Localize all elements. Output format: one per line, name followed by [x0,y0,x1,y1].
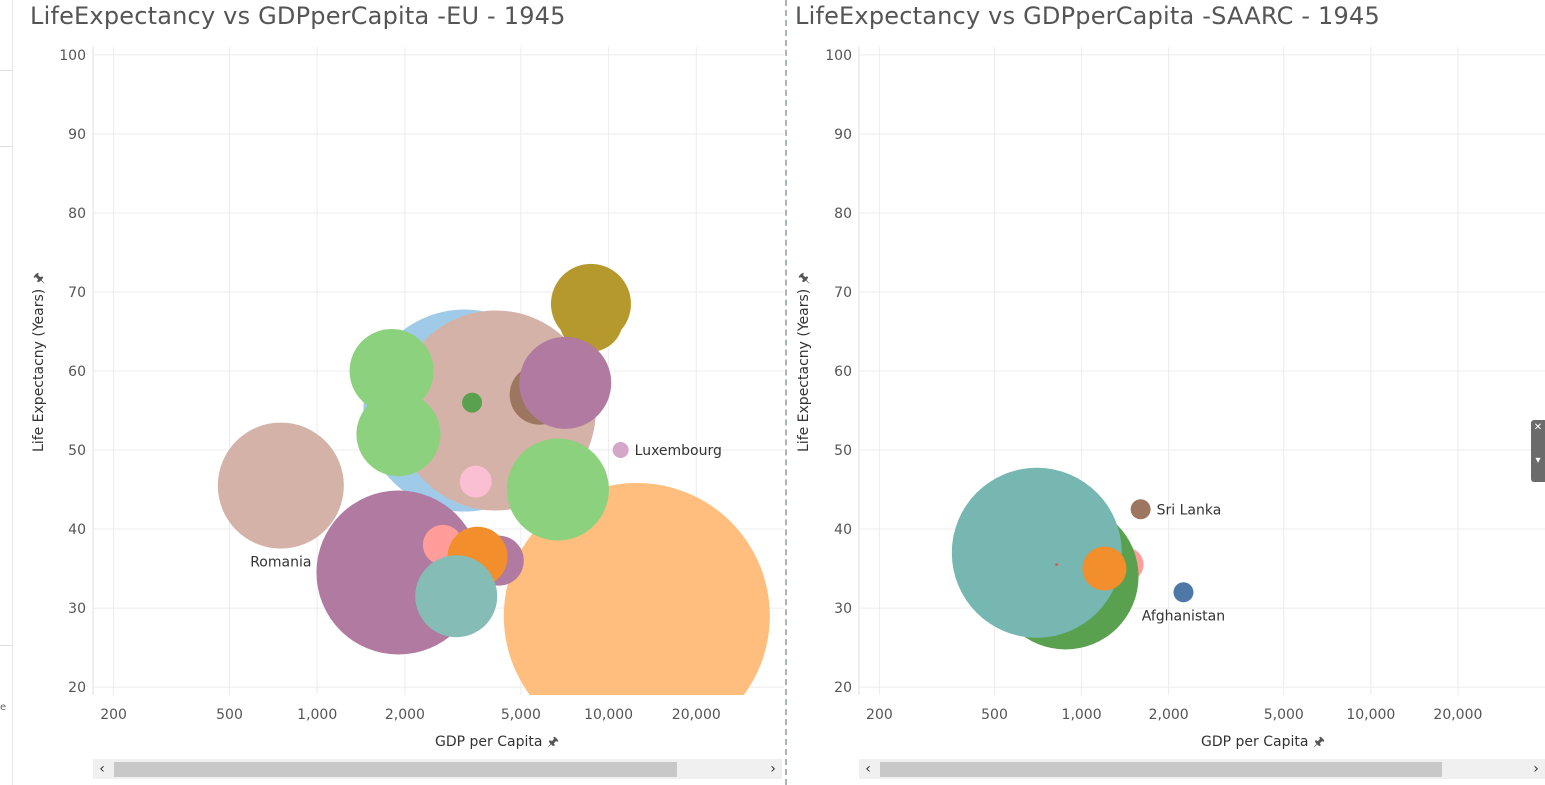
point-label: Afghanistan [1142,608,1225,624]
pin-icon[interactable]: 🖈 [797,272,812,285]
x-tick-label: 10,000 [584,707,633,723]
y-tick-label: 70 [68,285,86,301]
y-tick-label: 100 [59,48,86,64]
x-tick-label: 500 [216,707,243,723]
bubble[interactable] [1173,582,1194,603]
y-tick-label: 30 [68,601,86,617]
x-tick-label: 1,000 [1062,707,1102,723]
bubble[interactable] [415,555,498,638]
bubble[interactable] [506,438,609,541]
x-tick-label: 5,000 [1264,707,1304,723]
y-tick-label: 20 [68,680,86,696]
saarc-scroll-thumb[interactable] [880,762,1442,777]
y-tick-label: 90 [834,127,852,143]
bubble[interactable] [349,329,434,413]
point-label: Sri Lanka [1157,502,1222,518]
x-tick-label: 200 [866,707,893,723]
saarc-bubble-chart[interactable]: 20 30 40 50 60 70 80 90 100 200 500 1,000 2,000 5,000… [788,0,1545,785]
left-edge-strip: e [0,0,13,785]
x-tick-label: 10,000 [1346,707,1395,723]
y-tick-label: 100 [825,48,852,64]
eu-bubble-chart[interactable]: 20 30 40 50 60 70 80 90 100 200 500 1,000 2,000 5,000… [14,0,784,785]
y-tick-label: 60 [834,364,852,380]
bubble[interactable] [217,422,344,549]
bubble[interactable] [462,392,483,413]
y-tick-label: 80 [834,206,852,222]
bubble[interactable] [356,392,441,477]
saarc-horizontal-scrollbar[interactable]: ‹ › [859,759,1545,779]
bubble[interactable] [459,465,492,498]
side-panel-handle[interactable]: ✕ ▾ [1531,420,1545,482]
chevron-right-icon[interactable]: › [1533,761,1539,777]
chevron-down-icon[interactable]: ▾ [1535,455,1541,466]
eu-scroll-thumb[interactable] [114,762,677,777]
pin-icon[interactable]: 🖈 [1312,735,1325,750]
x-tick-label: 200 [100,707,127,723]
y-tick-label: 70 [834,285,852,301]
y-tick-label: 40 [834,522,852,538]
saarc-chart-panel: LifeExpectancy vs GDPperCapita -SAARC - … [788,0,1545,785]
y-tick-label: 30 [834,601,852,617]
bubble[interactable] [1130,499,1151,520]
x-tick-label: 5,000 [501,707,541,723]
point-label: Romania [250,555,311,571]
x-tick-label: 2,000 [385,707,425,723]
y-tick-label: 90 [68,127,86,143]
x-tick-label: 20,000 [672,707,721,723]
y-tick-label: 80 [68,206,86,222]
x-tick-label: 500 [981,707,1008,723]
eu-chart-title: LifeExpectancy vs GDPperCapita -EU - 194… [30,2,566,30]
bubble[interactable] [550,263,631,344]
chevron-left-icon[interactable]: ‹ [99,761,105,777]
bubble[interactable] [1082,546,1127,591]
pin-icon[interactable]: 🖈 [32,272,47,285]
x-tick-label: 1,000 [297,707,337,723]
close-icon[interactable]: ✕ [1533,422,1543,433]
y-tick-label: 20 [834,680,852,696]
bubble[interactable] [951,467,1122,638]
y-tick-label: 60 [68,364,86,380]
x-tick-label: 2,000 [1149,707,1189,723]
bubble[interactable] [612,442,629,459]
chevron-left-icon[interactable]: ‹ [865,761,871,777]
saarc-bubbles [951,467,1194,650]
pin-icon[interactable]: 🖈 [546,735,559,750]
y-tick-label: 50 [68,443,86,459]
point-label: Luxembourg [635,443,722,459]
saarc-x-axis-title: GDP per Capita 🖈 [1201,734,1325,750]
bubble[interactable] [519,336,612,429]
y-tick-label: 40 [68,522,86,538]
bubble[interactable] [1055,563,1059,567]
chevron-right-icon[interactable]: › [770,761,776,777]
y-tick-label: 50 [834,443,852,459]
x-tick-label: 20,000 [1433,707,1482,723]
eu-chart-panel: LifeExpectancy vs GDPperCapita -EU - 194… [14,0,784,785]
panel-divider [785,0,787,785]
eu-bubbles [217,263,770,695]
saarc-chart-title: LifeExpectancy vs GDPperCapita -SAARC - … [795,2,1380,30]
saarc-y-axis-title: Life Expectacny (Years) 🖈 [796,272,812,452]
eu-horizontal-scrollbar[interactable]: ‹ › [93,759,782,779]
left-edge-glyph: e [0,702,7,713]
saarc-gridlines [858,47,1545,695]
eu-x-axis-title: GDP per Capita 🖈 [435,734,559,750]
eu-y-axis-title: Life Expectacny (Years) 🖈 [31,272,47,452]
